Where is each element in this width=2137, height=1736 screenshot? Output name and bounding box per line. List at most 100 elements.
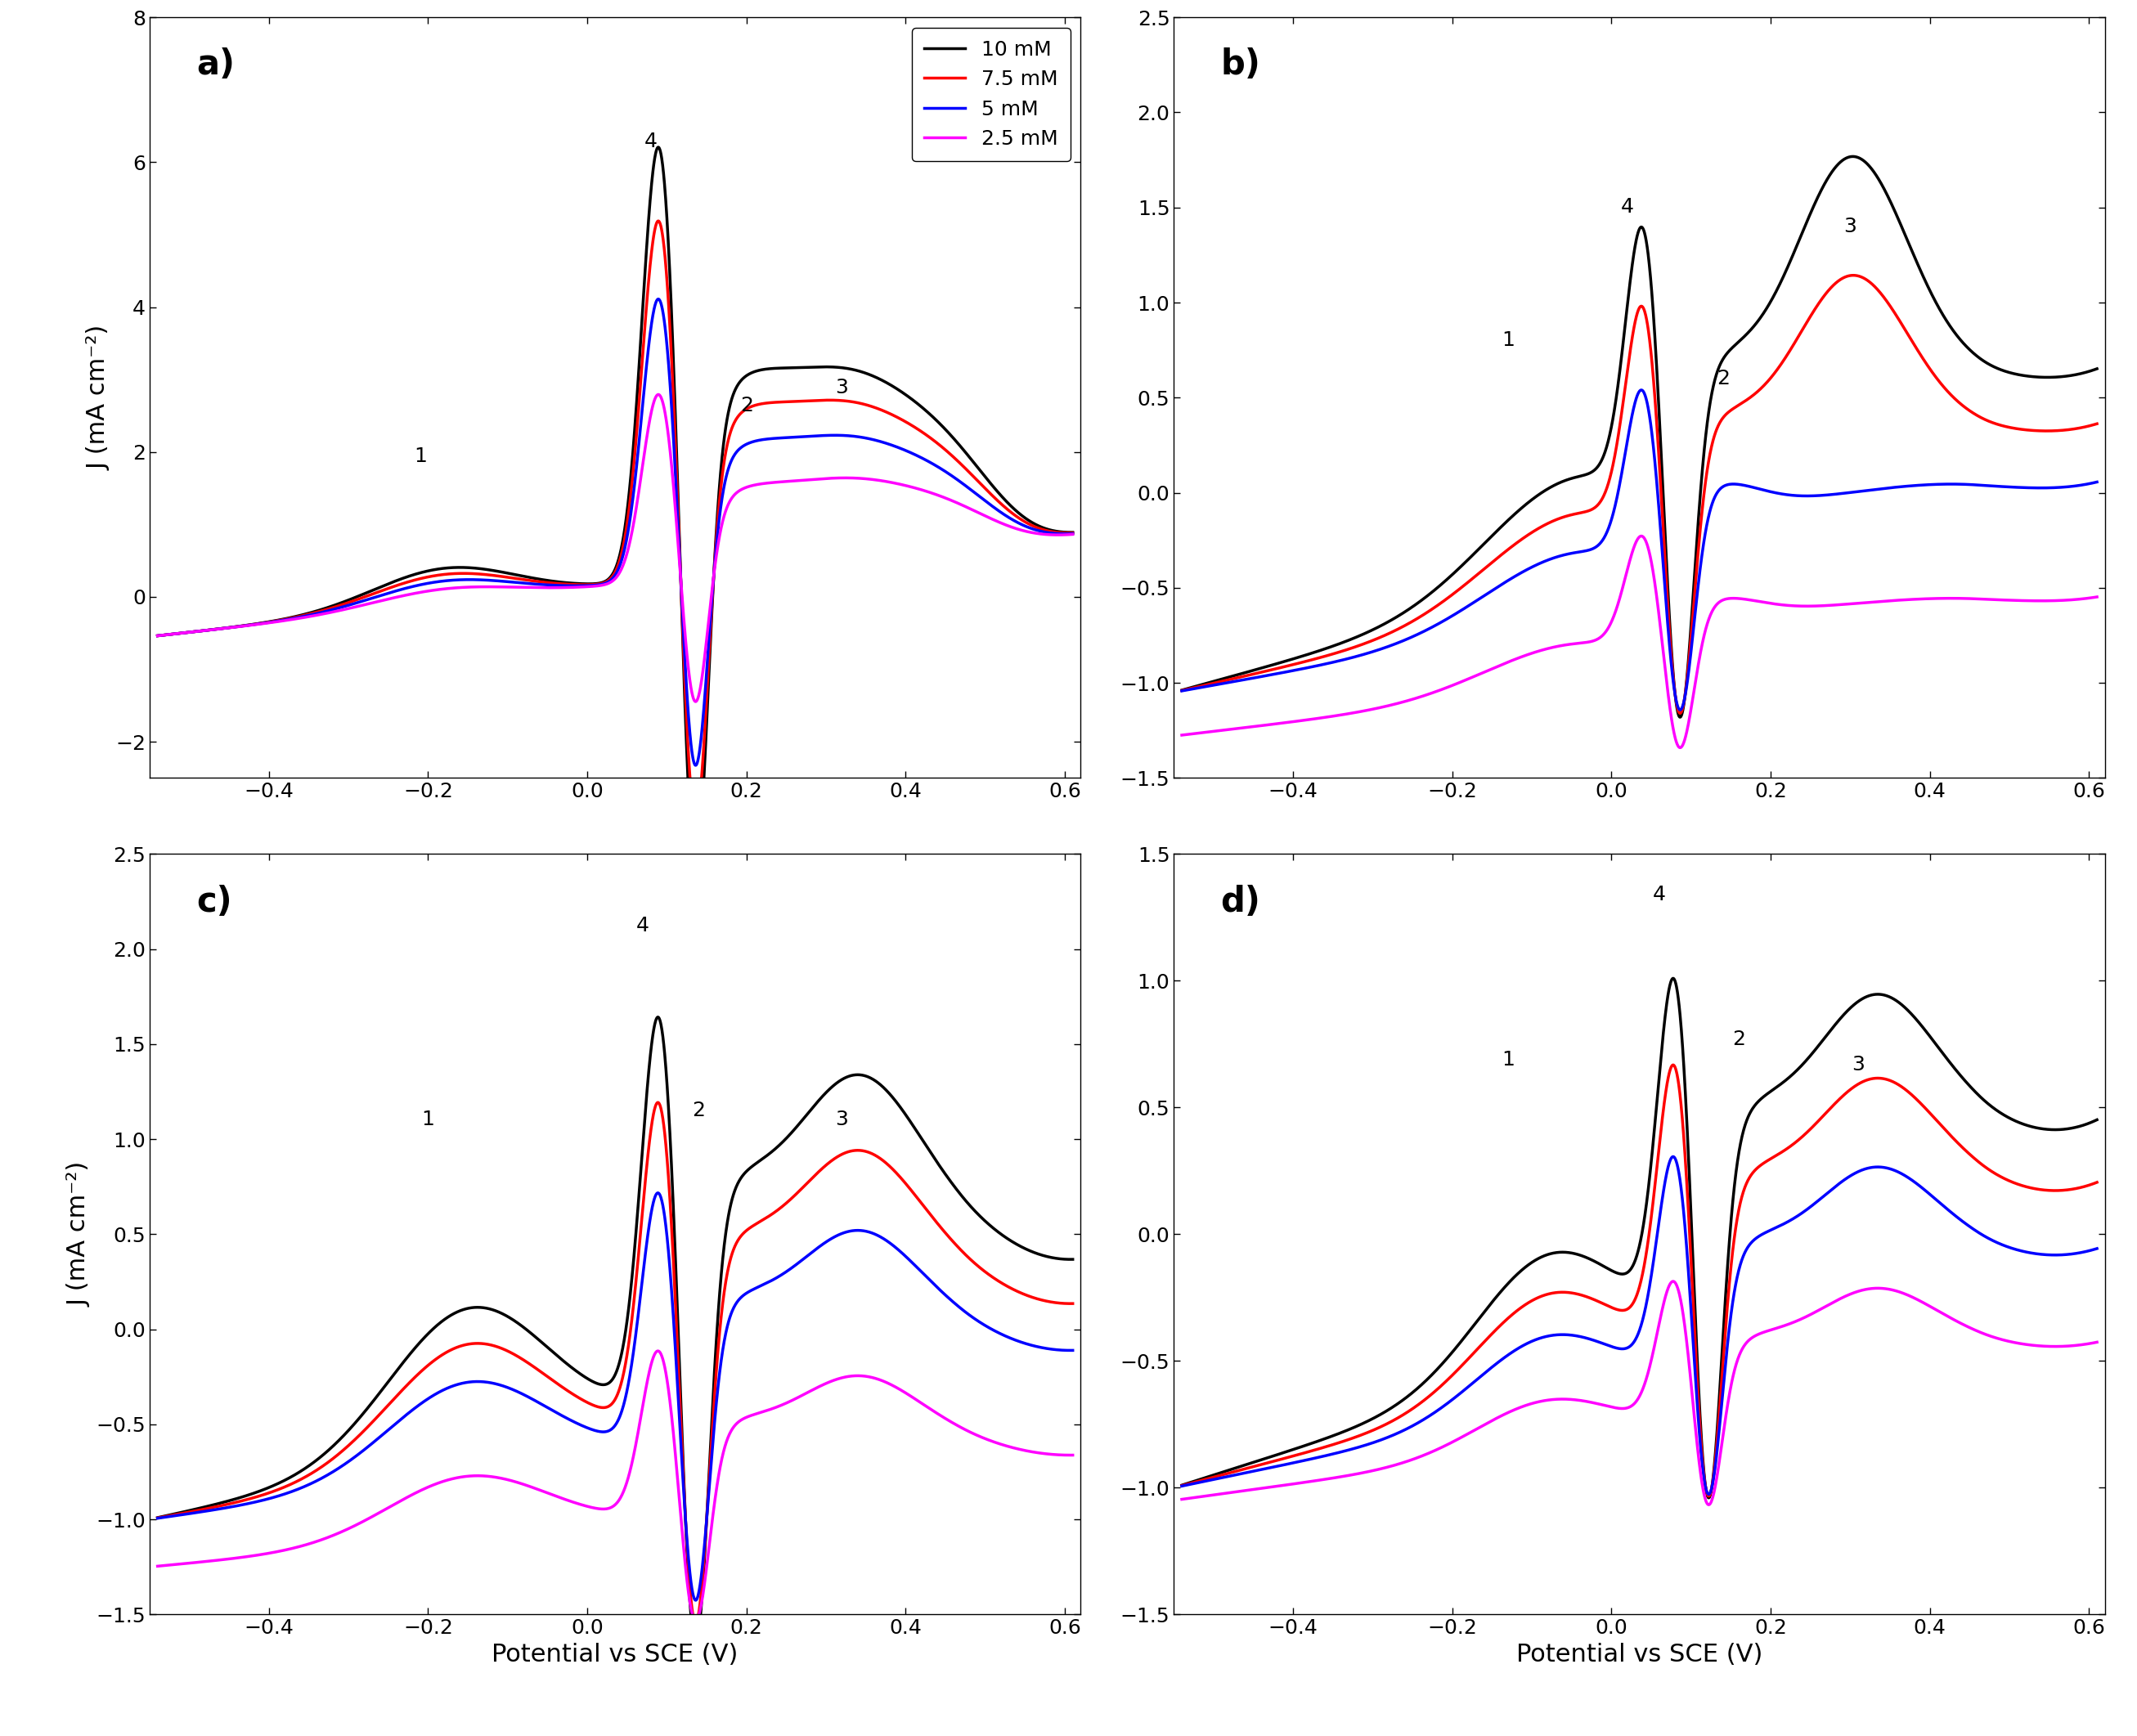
2.5 mM	[1968, 589, 1994, 609]
5 mM	[145, 625, 171, 646]
10 mM	[1327, 1422, 1353, 1443]
7.5 mM	[1667, 703, 1693, 724]
10 mM	[1169, 681, 1195, 701]
10 mM	[536, 569, 562, 590]
7.5 mM	[645, 210, 671, 231]
5 mM	[1519, 556, 1545, 576]
Line: 2.5 mM: 2.5 mM	[158, 1351, 1073, 1620]
5 mM	[1660, 1146, 1686, 1167]
7.5 mM	[1968, 1153, 1994, 1174]
5 mM	[536, 1397, 562, 1418]
5 mM	[1697, 1484, 1722, 1505]
2.5 mM	[496, 1469, 521, 1489]
10 mM	[1560, 467, 1586, 488]
2.5 mM	[1043, 524, 1068, 545]
5 mM	[1060, 1340, 1086, 1361]
Text: 2: 2	[1716, 368, 1729, 389]
Line: 7.5 mM: 7.5 mM	[1182, 276, 2096, 713]
7.5 mM	[250, 613, 276, 634]
2.5 mM	[1519, 642, 1545, 663]
5 mM	[1628, 380, 1654, 401]
10 mM	[945, 1179, 970, 1200]
7.5 mM	[536, 1366, 562, 1387]
10 mM	[645, 1007, 671, 1028]
Y-axis label: J (mA cm⁻²): J (mA cm⁻²)	[68, 1161, 92, 1307]
7.5 mM	[2084, 1172, 2109, 1193]
7.5 mM	[645, 1092, 671, 1113]
7.5 mM	[1327, 1432, 1353, 1453]
10 mM	[303, 1450, 329, 1470]
Line: 7.5 mM: 7.5 mM	[158, 220, 1073, 818]
2.5 mM	[682, 1609, 707, 1630]
Line: 5 mM: 5 mM	[1182, 1156, 2096, 1495]
10 mM	[1667, 707, 1693, 727]
Line: 10 mM: 10 mM	[158, 148, 1073, 866]
7.5 mM	[1968, 408, 1994, 429]
2.5 mM	[250, 1543, 276, 1564]
7.5 mM	[145, 625, 171, 646]
Line: 7.5 mM: 7.5 mM	[158, 1102, 1073, 1623]
2.5 mM	[303, 1531, 329, 1552]
5 mM	[2066, 476, 2092, 496]
2.5 mM	[1660, 1271, 1686, 1292]
7.5 mM	[1560, 503, 1586, 524]
2.5 mM	[1628, 526, 1654, 547]
10 mM	[1060, 1248, 1086, 1269]
5 mM	[2066, 1243, 2092, 1264]
7.5 mM	[1274, 656, 1299, 677]
Line: 10 mM: 10 mM	[1182, 156, 2096, 717]
Text: 1: 1	[415, 446, 427, 467]
2.5 mM	[1060, 524, 1086, 545]
2.5 mM	[2066, 589, 2092, 609]
10 mM	[496, 1307, 521, 1328]
2.5 mM	[250, 613, 276, 634]
2.5 mM	[2084, 1332, 2109, 1352]
5 mM	[2084, 472, 2109, 493]
Text: 4: 4	[1620, 198, 1635, 217]
5 mM	[1043, 1338, 1068, 1359]
10 mM	[1968, 1087, 1994, 1108]
5 mM	[303, 1470, 329, 1491]
10 mM	[1840, 146, 1866, 167]
Text: 2: 2	[692, 1101, 705, 1120]
5 mM	[645, 1182, 671, 1203]
7.5 mM	[145, 1507, 171, 1528]
2.5 mM	[945, 1415, 970, 1436]
Text: 1: 1	[1502, 330, 1515, 351]
5 mM	[1043, 523, 1068, 543]
5 mM	[145, 1509, 171, 1529]
Text: 4: 4	[645, 132, 658, 151]
5 mM	[1169, 1476, 1195, 1496]
10 mM	[1660, 969, 1686, 990]
5 mM	[1169, 681, 1195, 701]
7.5 mM	[250, 1484, 276, 1505]
5 mM	[1327, 649, 1353, 670]
Line: 10 mM: 10 mM	[158, 1017, 1073, 1644]
2.5 mM	[1560, 634, 1586, 654]
Line: 2.5 mM: 2.5 mM	[158, 394, 1073, 701]
10 mM	[1560, 1243, 1586, 1264]
Text: 1: 1	[421, 1109, 434, 1130]
5 mM	[496, 571, 521, 592]
Text: 3: 3	[1853, 1055, 1866, 1075]
Y-axis label: J (mA cm⁻²): J (mA cm⁻²)	[88, 325, 111, 470]
2.5 mM	[1667, 738, 1693, 759]
5 mM	[250, 1489, 276, 1510]
7.5 mM	[303, 602, 329, 623]
10 mM	[250, 1479, 276, 1500]
5 mM	[303, 602, 329, 623]
2.5 mM	[1169, 724, 1195, 745]
5 mM	[1560, 543, 1586, 564]
7.5 mM	[945, 1236, 970, 1257]
5 mM	[645, 288, 671, 309]
7.5 mM	[1840, 266, 1866, 286]
7.5 mM	[536, 573, 562, 594]
2.5 mM	[682, 691, 707, 712]
10 mM	[1169, 1476, 1195, 1496]
2.5 mM	[1697, 1495, 1722, 1516]
5 mM	[1667, 700, 1693, 720]
10 mM	[1968, 349, 1994, 370]
7.5 mM	[1519, 1290, 1545, 1311]
Line: 2.5 mM: 2.5 mM	[1182, 1281, 2096, 1505]
2.5 mM	[1327, 705, 1353, 726]
